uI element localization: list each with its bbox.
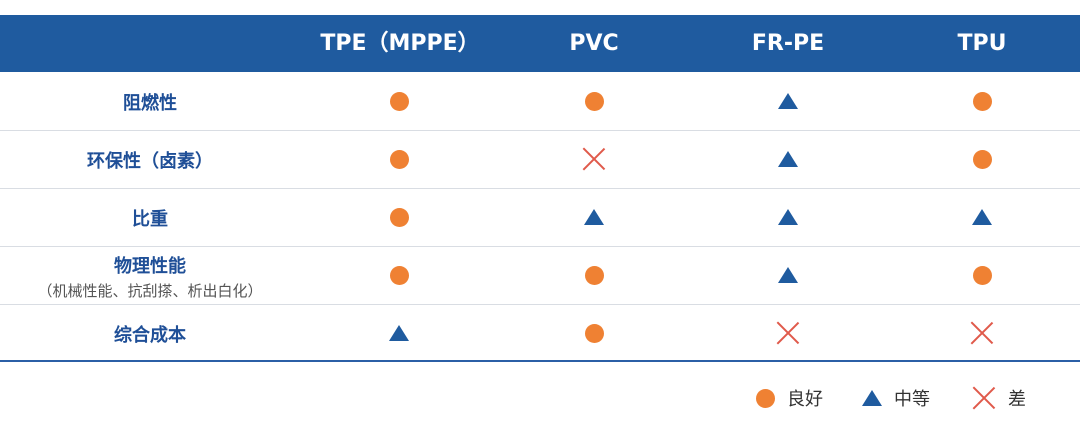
cross-icon xyxy=(776,321,800,345)
row-label-main: 物理性能 xyxy=(114,256,186,277)
table-bottom-border xyxy=(0,360,1080,362)
triangle-icon xyxy=(778,267,798,283)
cross-icon xyxy=(970,321,994,345)
table-row: 综合成本 xyxy=(0,304,1080,362)
triangle-icon xyxy=(778,93,798,109)
rating-cell xyxy=(758,304,818,362)
row-divider xyxy=(0,188,1080,189)
circle-icon xyxy=(389,207,409,227)
circle-icon xyxy=(584,323,604,343)
circle-icon xyxy=(972,91,992,111)
row-divider xyxy=(0,130,1080,131)
legend-label-medium: 中等 xyxy=(894,389,930,410)
rating-cell xyxy=(564,188,624,246)
circle-icon xyxy=(389,91,409,111)
rating-cell xyxy=(952,130,1012,188)
row-label: 比重 xyxy=(0,205,300,231)
row-label-main: 比重 xyxy=(132,209,168,230)
rating-cell xyxy=(564,304,624,362)
circle-icon xyxy=(756,388,775,408)
row-label-main: 综合成本 xyxy=(114,325,186,346)
rating-cell xyxy=(369,304,429,362)
row-label-sub: （机械性能、抗刮搽、析出白化） xyxy=(37,282,263,300)
legend-label-good: 良好 xyxy=(787,389,823,410)
row-label: 综合成本 xyxy=(0,321,300,347)
cross-icon xyxy=(972,386,996,410)
legend-poor: 差 xyxy=(972,383,1026,413)
rating-cell xyxy=(369,72,429,130)
triangle-icon xyxy=(584,209,604,225)
rating-cell xyxy=(952,188,1012,246)
rating-cell xyxy=(952,246,1012,304)
triangle-icon xyxy=(778,151,798,167)
table-row: 阻燃性 xyxy=(0,72,1080,130)
legend-medium: 中等 xyxy=(862,383,930,413)
row-label: 阻燃性 xyxy=(0,89,300,115)
column-header-tpe: TPE（MPPE） xyxy=(320,31,480,56)
triangle-icon xyxy=(778,209,798,225)
table-row: 比重 xyxy=(0,188,1080,246)
circle-icon xyxy=(389,149,409,169)
column-header-pvc: PVC xyxy=(569,31,619,56)
legend-label-poor: 差 xyxy=(1008,389,1026,410)
row-divider xyxy=(0,304,1080,305)
triangle-icon xyxy=(862,390,882,406)
table-row: 环保性（卤素） xyxy=(0,130,1080,188)
row-label: 物理性能 （机械性能、抗刮搽、析出白化） xyxy=(0,252,300,301)
rating-cell xyxy=(564,72,624,130)
circle-icon xyxy=(972,265,992,285)
row-divider xyxy=(0,246,1080,247)
rating-cell xyxy=(369,188,429,246)
rating-cell xyxy=(952,72,1012,130)
row-label-main: 环保性（卤素） xyxy=(87,151,213,172)
circle-icon xyxy=(389,265,409,285)
circle-icon xyxy=(584,265,604,285)
rating-cell xyxy=(952,304,1012,362)
rating-cell xyxy=(758,246,818,304)
rating-cell xyxy=(758,72,818,130)
circle-icon xyxy=(972,149,992,169)
rating-cell xyxy=(564,246,624,304)
circle-icon xyxy=(584,91,604,111)
column-header-fr-pe: FR-PE xyxy=(751,31,825,56)
rating-cell xyxy=(758,188,818,246)
legend-good: 良好 xyxy=(756,383,823,413)
row-label: 环保性（卤素） xyxy=(0,147,300,173)
table-header: TPE（MPPE） PVC FR-PE TPU xyxy=(0,15,1080,72)
rating-cell xyxy=(564,130,624,188)
cross-icon xyxy=(582,147,606,171)
triangle-icon xyxy=(389,325,409,341)
rating-cell xyxy=(369,246,429,304)
row-label-main: 阻燃性 xyxy=(123,93,177,114)
triangle-icon xyxy=(972,209,992,225)
table-row: 物理性能 （机械性能、抗刮搽、析出白化） xyxy=(0,246,1080,304)
rating-cell xyxy=(369,130,429,188)
rating-cell xyxy=(758,130,818,188)
column-header-tpu: TPU xyxy=(957,31,1007,56)
